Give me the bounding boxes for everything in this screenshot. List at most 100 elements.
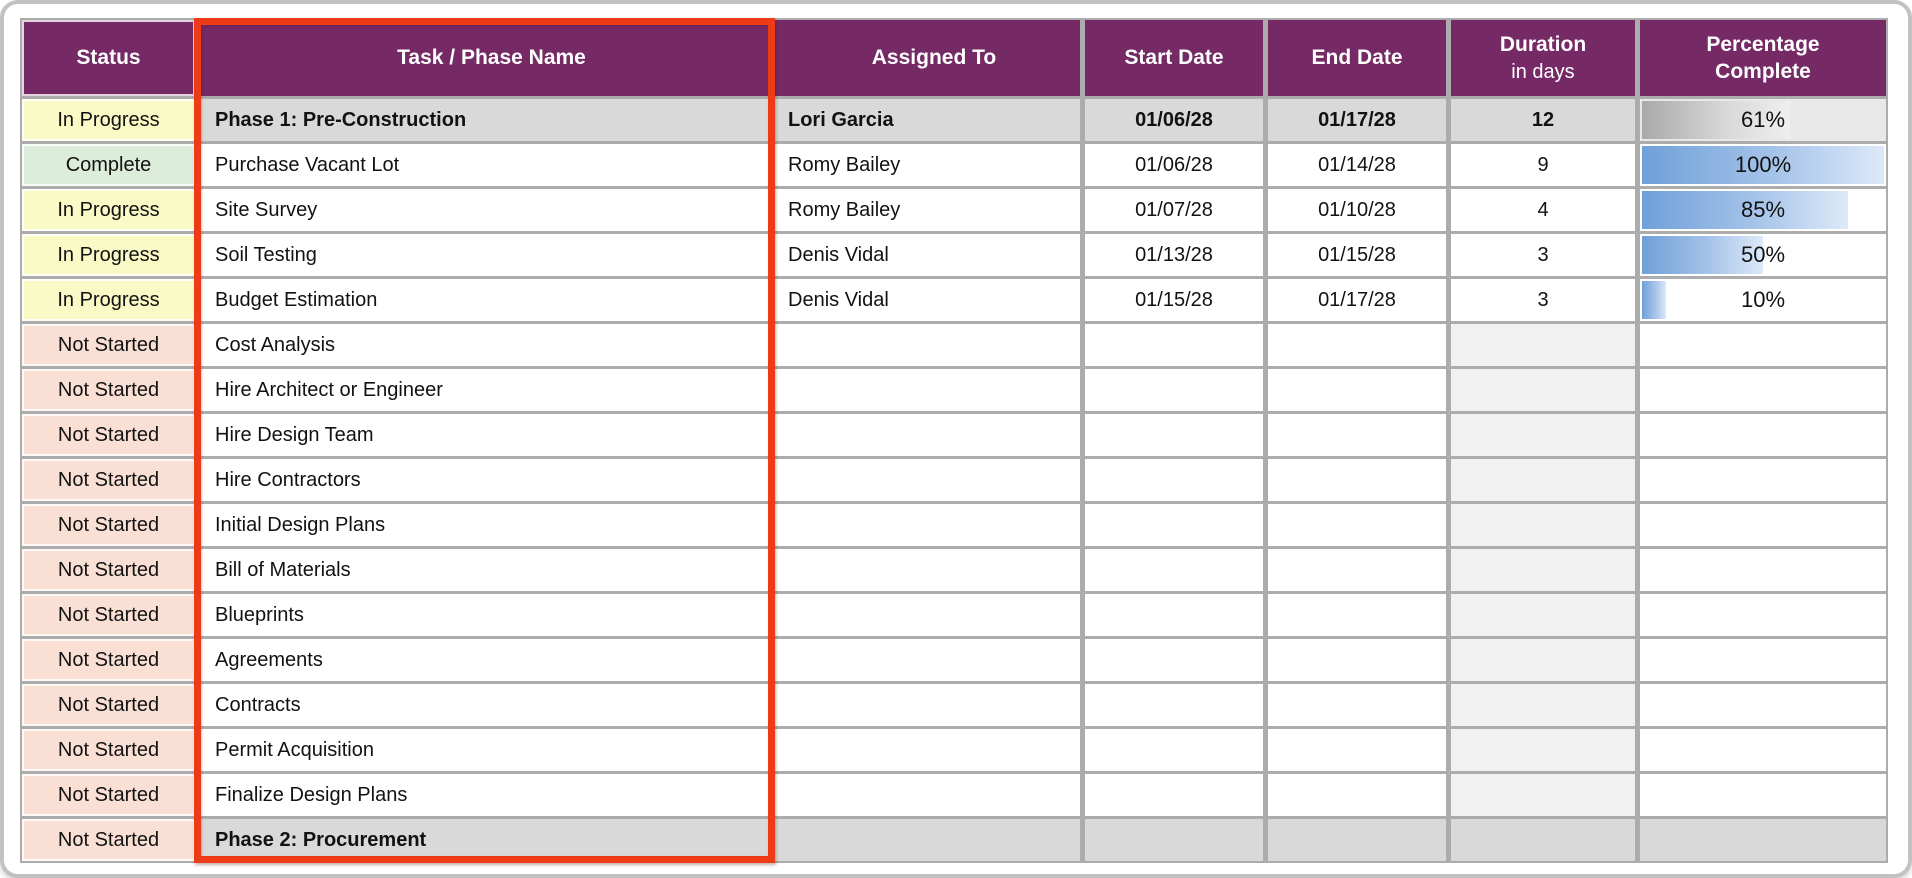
status-badge[interactable]: Complete — [22, 144, 195, 186]
cell-duration[interactable] — [1451, 369, 1635, 411]
cell-task[interactable]: Phase 1: Pre-Construction — [200, 99, 768, 141]
status-badge[interactable]: Not Started — [22, 684, 195, 726]
cell-start[interactable] — [1085, 369, 1263, 411]
cell-pct[interactable]: 85% — [1640, 189, 1886, 231]
cell-end[interactable] — [1268, 324, 1446, 366]
cell-pct[interactable] — [1640, 549, 1886, 591]
cell-pct[interactable]: 61% — [1640, 99, 1886, 141]
cell-pct[interactable] — [1640, 414, 1886, 456]
cell-end[interactable] — [1268, 819, 1446, 861]
cell-task[interactable]: Soil Testing — [200, 234, 768, 276]
status-badge[interactable]: Not Started — [22, 594, 195, 636]
cell-start[interactable]: 01/13/28 — [1085, 234, 1263, 276]
cell-assigned[interactable]: Denis Vidal — [773, 279, 1080, 321]
cell-pct[interactable] — [1640, 684, 1886, 726]
cell-assigned[interactable] — [773, 549, 1080, 591]
cell-assigned[interactable] — [773, 639, 1080, 681]
cell-task[interactable]: Phase 2: Procurement — [200, 819, 768, 861]
cell-duration[interactable] — [1451, 819, 1635, 861]
header-cell-end[interactable]: End Date — [1268, 20, 1446, 96]
status-badge[interactable]: Not Started — [22, 819, 195, 861]
cell-duration[interactable]: 12 — [1451, 99, 1635, 141]
cell-start[interactable] — [1085, 819, 1263, 861]
cell-end[interactable] — [1268, 459, 1446, 501]
cell-duration[interactable] — [1451, 459, 1635, 501]
status-badge[interactable]: Not Started — [22, 549, 195, 591]
cell-assigned[interactable]: Lori Garcia — [773, 99, 1080, 141]
status-badge[interactable]: In Progress — [22, 189, 195, 231]
cell-duration[interactable] — [1451, 504, 1635, 546]
status-badge[interactable]: Not Started — [22, 414, 195, 456]
cell-pct[interactable] — [1640, 639, 1886, 681]
cell-end[interactable]: 01/17/28 — [1268, 99, 1446, 141]
cell-start[interactable] — [1085, 414, 1263, 456]
cell-pct[interactable]: 50% — [1640, 234, 1886, 276]
cell-start[interactable] — [1085, 549, 1263, 591]
cell-task[interactable]: Budget Estimation — [200, 279, 768, 321]
cell-task[interactable]: Initial Design Plans — [200, 504, 768, 546]
header-cell-duration[interactable]: Duration in days — [1451, 20, 1635, 96]
cell-task[interactable]: Hire Contractors — [200, 459, 768, 501]
cell-start[interactable] — [1085, 729, 1263, 771]
cell-assigned[interactable]: Romy Bailey — [773, 189, 1080, 231]
cell-assigned[interactable]: Romy Bailey — [773, 144, 1080, 186]
cell-duration[interactable] — [1451, 414, 1635, 456]
cell-end[interactable]: 01/10/28 — [1268, 189, 1446, 231]
cell-start[interactable]: 01/15/28 — [1085, 279, 1263, 321]
status-badge[interactable]: Not Started — [22, 774, 195, 816]
status-badge[interactable]: Not Started — [22, 504, 195, 546]
cell-assigned[interactable] — [773, 684, 1080, 726]
cell-pct[interactable] — [1640, 504, 1886, 546]
header-cell-pct[interactable]: Percentage Complete — [1640, 20, 1886, 96]
cell-start[interactable] — [1085, 504, 1263, 546]
cell-duration[interactable]: 3 — [1451, 279, 1635, 321]
status-badge[interactable]: In Progress — [22, 279, 195, 321]
cell-end[interactable] — [1268, 684, 1446, 726]
cell-task[interactable]: Contracts — [200, 684, 768, 726]
cell-assigned[interactable]: Denis Vidal — [773, 234, 1080, 276]
cell-pct[interactable] — [1640, 459, 1886, 501]
cell-pct[interactable] — [1640, 774, 1886, 816]
status-badge[interactable]: Not Started — [22, 639, 195, 681]
cell-assigned[interactable] — [773, 594, 1080, 636]
cell-task[interactable]: Cost Analysis — [200, 324, 768, 366]
cell-pct[interactable]: 100% — [1640, 144, 1886, 186]
cell-end[interactable] — [1268, 729, 1446, 771]
cell-task[interactable]: Finalize Design Plans — [200, 774, 768, 816]
cell-start[interactable]: 01/06/28 — [1085, 99, 1263, 141]
cell-assigned[interactable] — [773, 819, 1080, 861]
cell-end[interactable] — [1268, 594, 1446, 636]
cell-end[interactable] — [1268, 504, 1446, 546]
cell-end[interactable] — [1268, 774, 1446, 816]
cell-duration[interactable]: 9 — [1451, 144, 1635, 186]
cell-start[interactable] — [1085, 594, 1263, 636]
cell-task[interactable]: Permit Acquisition — [200, 729, 768, 771]
cell-assigned[interactable] — [773, 729, 1080, 771]
cell-assigned[interactable] — [773, 459, 1080, 501]
cell-assigned[interactable] — [773, 414, 1080, 456]
cell-end[interactable] — [1268, 369, 1446, 411]
cell-duration[interactable] — [1451, 549, 1635, 591]
cell-end[interactable]: 01/15/28 — [1268, 234, 1446, 276]
cell-assigned[interactable] — [773, 369, 1080, 411]
cell-start[interactable] — [1085, 684, 1263, 726]
cell-pct[interactable] — [1640, 324, 1886, 366]
cell-start[interactable] — [1085, 459, 1263, 501]
cell-task[interactable]: Purchase Vacant Lot — [200, 144, 768, 186]
cell-task[interactable]: Agreements — [200, 639, 768, 681]
status-badge[interactable]: Not Started — [22, 369, 195, 411]
cell-pct[interactable] — [1640, 729, 1886, 771]
cell-duration[interactable] — [1451, 594, 1635, 636]
header-cell-status[interactable]: Status — [22, 20, 195, 96]
cell-task[interactable]: Site Survey — [200, 189, 768, 231]
cell-start[interactable]: 01/07/28 — [1085, 189, 1263, 231]
cell-end[interactable] — [1268, 549, 1446, 591]
cell-assigned[interactable] — [773, 504, 1080, 546]
cell-end[interactable] — [1268, 414, 1446, 456]
cell-pct[interactable] — [1640, 594, 1886, 636]
status-badge[interactable]: Not Started — [22, 729, 195, 771]
cell-duration[interactable]: 3 — [1451, 234, 1635, 276]
cell-duration[interactable] — [1451, 324, 1635, 366]
cell-duration[interactable] — [1451, 774, 1635, 816]
cell-task[interactable]: Bill of Materials — [200, 549, 768, 591]
